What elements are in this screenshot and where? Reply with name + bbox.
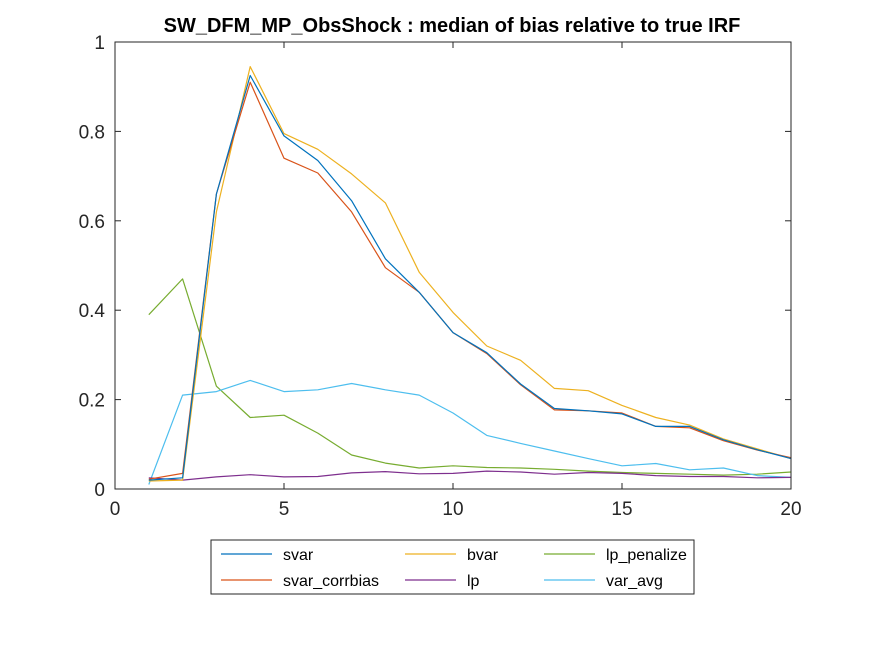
y-tick-label: 0.6 (79, 212, 105, 233)
y-tick-label: 0.2 (79, 391, 105, 412)
x-tick-label: 10 (442, 499, 463, 520)
series-layer (148, 65, 792, 485)
series-line-bvar (148, 65, 792, 482)
series-line-lp (148, 470, 792, 481)
series-line-svar (148, 74, 792, 481)
legend-label-svar: svar (283, 547, 314, 564)
y-tick-label: 1 (94, 33, 105, 54)
series-line-lp-penalize (148, 278, 792, 476)
y-tick-label: 0.4 (79, 301, 106, 322)
legend-label-var-avg: var_avg (606, 573, 663, 590)
legend-box (210, 539, 695, 595)
x-tick-label: 0 (110, 499, 121, 520)
legend-label-bvar: bvar (467, 547, 499, 564)
legend-label-lp-penalize: lp_penalize (606, 547, 687, 564)
ticks-layer: 0 5 10 15 20 0 0.2 0.4 0.6 0.8 1 (79, 33, 802, 520)
chart-title: SW_DFM_MP_ObsShock : median of bias rela… (164, 15, 741, 37)
series-line-var-avg (148, 379, 792, 485)
x-tick-label: 15 (611, 499, 632, 520)
y-tick-label: 0.8 (79, 122, 105, 143)
legend: svar svar_corrbias bvar lp lp_penalize var_av… (210, 539, 695, 595)
x-tick-label: 5 (279, 499, 290, 520)
x-tick-label: 20 (780, 499, 801, 520)
plot-area (115, 42, 791, 489)
legend-label-lp: lp (467, 573, 480, 590)
y-tick-label: 0 (94, 480, 105, 501)
legend-label-svar-corrbias: svar_corrbias (283, 573, 379, 590)
